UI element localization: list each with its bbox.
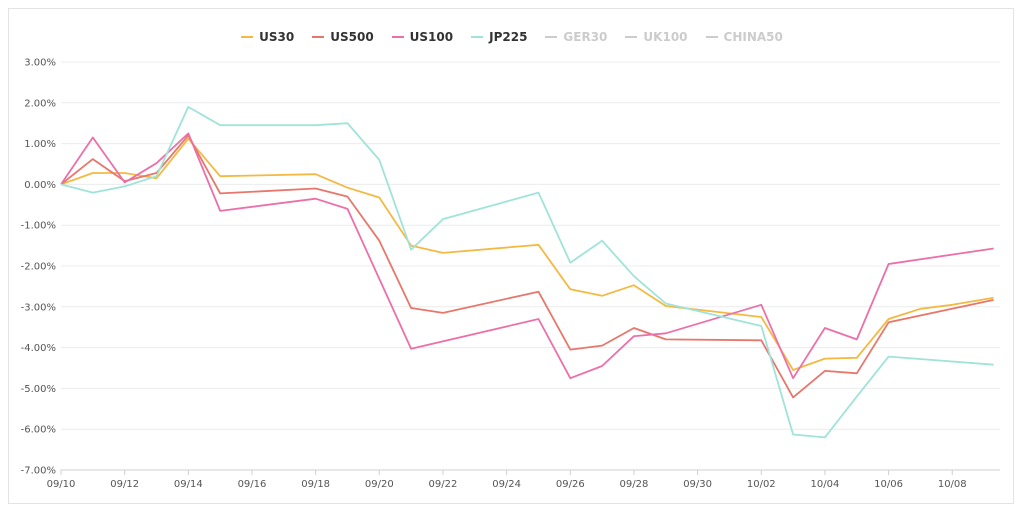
x-tick-label: 10/06	[874, 479, 903, 490]
y-tick-label: 3.00%	[24, 58, 56, 69]
x-tick-label: 10/02	[747, 479, 776, 490]
x-tick-label: 09/16	[238, 479, 267, 490]
y-tick-label: -7.00%	[21, 466, 56, 477]
legend-item-jp225[interactable]: JP225	[471, 30, 527, 44]
x-tick-label: 09/22	[429, 479, 458, 490]
legend-item-us500[interactable]: US500	[312, 30, 374, 44]
legend-label: US500	[330, 30, 374, 44]
legend-swatch	[471, 36, 484, 38]
y-tick-label: -5.00%	[21, 384, 56, 395]
legend-label: JP225	[489, 30, 528, 44]
x-tick-label: 09/26	[556, 479, 585, 490]
x-tick-label: 09/30	[683, 479, 712, 490]
legend-swatch	[391, 36, 404, 38]
legend-swatch	[241, 36, 254, 38]
series-line-us100	[60, 132, 994, 380]
x-tick-label: 09/14	[174, 479, 203, 490]
legend-item-us30[interactable]: US30	[241, 30, 294, 44]
x-tick-label: 09/24	[492, 479, 521, 490]
x-tick-label: 10/04	[811, 479, 840, 490]
y-tick-label: 2.00%	[24, 98, 56, 109]
legend-label: US30	[259, 30, 295, 44]
legend-swatch	[545, 36, 558, 38]
y-tick-label: 0.00%	[24, 180, 56, 191]
x-tick-label: 09/12	[110, 479, 139, 490]
y-tick-label: -4.00%	[21, 343, 56, 354]
legend-item-ger30[interactable]: GER30	[545, 30, 607, 44]
legend-label: UK100	[643, 30, 688, 44]
y-tick-label: -3.00%	[21, 302, 56, 313]
x-tick-label: 09/20	[365, 479, 394, 490]
y-tick-label: -1.00%	[21, 221, 56, 232]
x-tick-label: 09/10	[47, 479, 76, 490]
chart-frame	[8, 8, 1014, 504]
legend-swatch	[625, 36, 638, 38]
series-line-jp225	[60, 106, 994, 439]
y-tick-label: 1.00%	[24, 139, 56, 150]
legend: US30 US500 US100 JP225 GER30 UK100 CHINA50	[0, 30, 1024, 44]
y-tick-label: -2.00%	[21, 262, 56, 273]
legend-item-us100[interactable]: US100	[391, 30, 454, 44]
legend-label: GER30	[563, 30, 608, 44]
legend-swatch	[705, 36, 718, 38]
x-tick-label: 09/18	[301, 479, 330, 490]
series-line-us30	[60, 137, 994, 371]
legend-item-china50[interactable]: CHINA50	[705, 30, 783, 44]
legend-item-uk100[interactable]: UK100	[625, 30, 688, 44]
x-tick-label: 09/28	[620, 479, 649, 490]
legend-swatch	[312, 36, 325, 38]
x-tick-label: 10/08	[938, 479, 967, 490]
y-tick-label: -6.00%	[21, 425, 56, 436]
series-line-us500	[60, 134, 994, 399]
legend-label: US100	[409, 30, 454, 44]
legend-label: CHINA50	[723, 30, 783, 44]
